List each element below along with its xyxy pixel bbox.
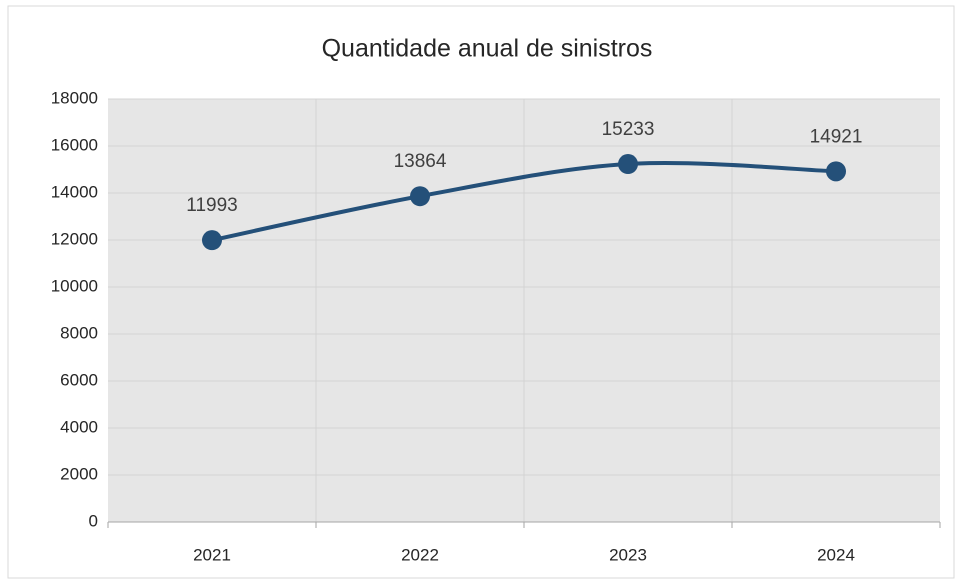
y-tick-label: 10000	[51, 276, 98, 295]
y-tick-label: 2000	[60, 464, 98, 483]
marker	[410, 186, 430, 207]
marker	[618, 154, 638, 175]
line	[211, 161, 837, 243]
marker	[826, 161, 846, 182]
data-label: 13864	[394, 151, 447, 172]
x-tick-label: 2021	[193, 545, 231, 564]
y-tick-label: 0	[89, 511, 98, 530]
data-label: 14921	[810, 126, 863, 147]
x-tick-label: 2023	[609, 545, 647, 564]
y-tick-label: 18000	[51, 88, 98, 107]
y-tick-label: 16000	[51, 135, 98, 154]
y-tick-label: 8000	[60, 323, 98, 342]
data-label: 15233	[602, 119, 655, 140]
x-tick-label: 2022	[401, 545, 439, 564]
y-tick-label: 12000	[51, 229, 98, 248]
x-tick-label: 2024	[817, 545, 855, 564]
y-tick-label: 4000	[60, 417, 98, 436]
y-tick-label: 14000	[51, 182, 98, 201]
data-label: 11993	[186, 195, 237, 216]
chart-title: Quantidade anual de sinistros	[322, 35, 653, 63]
y-tick-label: 6000	[60, 370, 98, 389]
marker	[202, 230, 222, 251]
